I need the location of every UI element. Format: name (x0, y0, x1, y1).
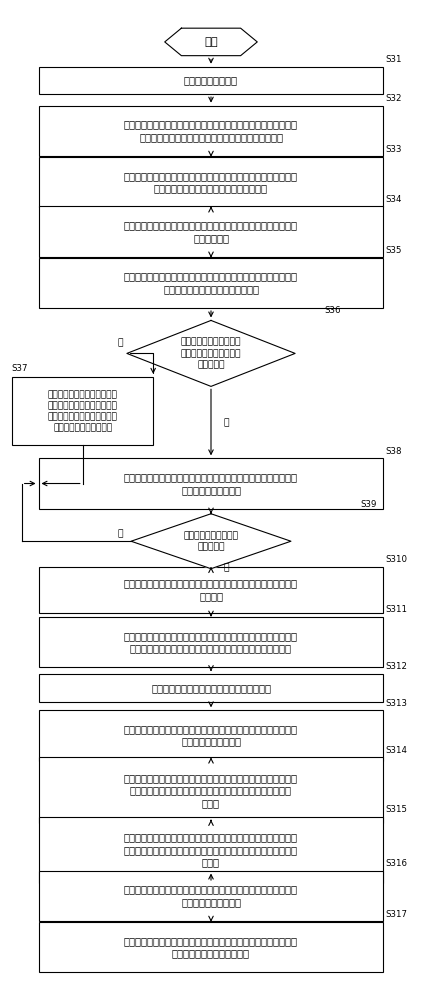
FancyBboxPatch shape (12, 377, 153, 445)
Text: 角度变化值超过预设角
度变化阈值: 角度变化值超过预设角 度变化阈值 (184, 531, 238, 551)
Polygon shape (165, 28, 257, 56)
FancyBboxPatch shape (38, 871, 384, 921)
Text: 按照预设边界条件，对该引导参数模型进行运算，得到该待校准车
道中心线的目标引导线: 按照预设边界条件，对该引导参数模型进行运算，得到该待校准车 道中心线的目标引导线 (124, 885, 298, 907)
Text: 是: 是 (224, 563, 229, 572)
Text: 将该第二地理网络确定为新的
第一地理网格，并将与该第二
地理网格相邻的第三地理网格
确定为新的第二地理网格: 将该第二地理网络确定为新的 第一地理网格，并将与该第二 地理网格相邻的第三地理网… (48, 390, 118, 432)
Text: 确定出位于不同地理网格
内的多个车道中心线之间
的连接关系: 确定出位于不同地理网格 内的多个车道中心线之间 的连接关系 (181, 338, 241, 369)
Text: S314: S314 (386, 746, 408, 755)
FancyBboxPatch shape (38, 67, 384, 94)
Text: 是: 是 (224, 418, 229, 427)
Text: S38: S38 (386, 447, 402, 456)
Polygon shape (131, 514, 291, 569)
Text: S34: S34 (386, 195, 402, 204)
FancyBboxPatch shape (38, 817, 384, 883)
Text: S37: S37 (11, 364, 28, 373)
Text: S313: S313 (386, 699, 408, 708)
FancyBboxPatch shape (38, 617, 384, 667)
Polygon shape (127, 320, 295, 386)
Text: 获取待校准地图数据: 获取待校准地图数据 (184, 75, 238, 85)
Text: 获取第一地理网络中的第一车道中心线的远端端点数据，与第二地
理网络中的车道中心线的远端端点数据之间的端点距离: 获取第一地理网络中的第一车道中心线的远端端点数据，与第二地 理网络中的车道中心线… (124, 120, 298, 142)
Text: S315: S315 (386, 805, 408, 814)
FancyBboxPatch shape (38, 206, 384, 257)
Text: 获取该第一车道中心线的远端端点航向角，与第二地理网络中的车
道中心线的远端端点航向角之间的航向偏差: 获取该第一车道中心线的远端端点航向角，与第二地理网络中的车 道中心线的远端端点航… (124, 171, 298, 193)
Text: S312: S312 (386, 662, 408, 671)
Text: 由该目标数据点替换待校准车道中心线上的第一数据点，直至待校
准车道中心线上的各数据点的角度变化值均不超过预设角度变
化阈值: 由该目标数据点替换待校准车道中心线上的第一数据点，直至待校 准车道中心线上的各数… (124, 773, 298, 808)
Text: 检测第二地理网络中的车道中心线对应的端点距离和航向偏差是否
满足评估条件: 检测第二地理网络中的车道中心线对应的端点距离和航向偏差是否 满足评估条件 (124, 220, 298, 243)
FancyBboxPatch shape (38, 258, 384, 308)
Text: S33: S33 (386, 145, 402, 154)
Text: S32: S32 (386, 94, 402, 103)
Text: S31: S31 (386, 55, 402, 64)
Text: S35: S35 (386, 246, 402, 255)
Text: 否: 否 (117, 529, 123, 538)
Text: S310: S310 (386, 555, 408, 564)
Text: S39: S39 (360, 500, 377, 509)
Text: 否: 否 (117, 338, 123, 347)
Text: 调整该第一中心点的位置，直至调整后的第一中心点的角度变化值
最小，得到目标数据点: 调整该第一中心点的位置，直至调整后的第一中心点的角度变化值 最小，得到目标数据点 (124, 724, 298, 747)
Text: 获取具有连接关系的多个车道中心线中，待校准车道中心线上各数
据点对应的角度变化值: 获取具有连接关系的多个车道中心线中，待校准车道中心线上各数 据点对应的角度变化值 (124, 472, 298, 495)
FancyBboxPatch shape (38, 458, 384, 509)
FancyBboxPatch shape (38, 757, 384, 823)
Text: 将超过该预设角度变化阈值的角度变化值对应的数据点，确定为第
一数据点: 将超过该预设角度变化阈值的角度变化值对应的数据点，确定为第 一数据点 (124, 579, 298, 601)
FancyBboxPatch shape (38, 106, 384, 156)
FancyBboxPatch shape (38, 922, 384, 972)
FancyBboxPatch shape (38, 157, 384, 207)
Text: 由该目标引导线替换相应待校准车道中心线的原引导线，利用各目
标引导线，获得目标地图数据: 由该目标引导线替换相应待校准车道中心线的原引导线，利用各目 标引导线，获得目标地… (124, 936, 298, 958)
FancyBboxPatch shape (38, 710, 384, 761)
Text: S316: S316 (386, 859, 408, 868)
Text: 确定该第一交点与第一中点之间的第一中心点: 确定该第一交点与第一中点之间的第一中心点 (151, 683, 271, 693)
Text: 采用样条曲线拟合的方式，对待校准车道中心线上校准后的第一数
据点及其相邻数据点进行处理，得到该待校准车道中心线的引导参
数模型: 采用样条曲线拟合的方式，对待校准车道中心线上校准后的第一数 据点及其相邻数据点进… (124, 833, 298, 867)
Text: S317: S317 (386, 910, 408, 919)
FancyBboxPatch shape (38, 674, 384, 702)
Text: 将第二地理网络内满足该评估条件对应的车道中心线，确定为与第
一车道中心线连接的第二车道中心线: 将第二地理网络内满足该评估条件对应的车道中心线，确定为与第 一车道中心线连接的第… (124, 272, 298, 294)
FancyBboxPatch shape (38, 567, 384, 613)
Text: 开始: 开始 (204, 37, 218, 47)
Text: S36: S36 (325, 306, 341, 315)
Text: S311: S311 (386, 605, 408, 614)
Text: 获取该待校准车道中心线上，第一数据点的两侧相邻数据点各自延
长线之间的第一交点，以及该两侧相邻数据点之间的第一中点: 获取该待校准车道中心线上，第一数据点的两侧相邻数据点各自延 长线之间的第一交点，… (124, 631, 298, 653)
